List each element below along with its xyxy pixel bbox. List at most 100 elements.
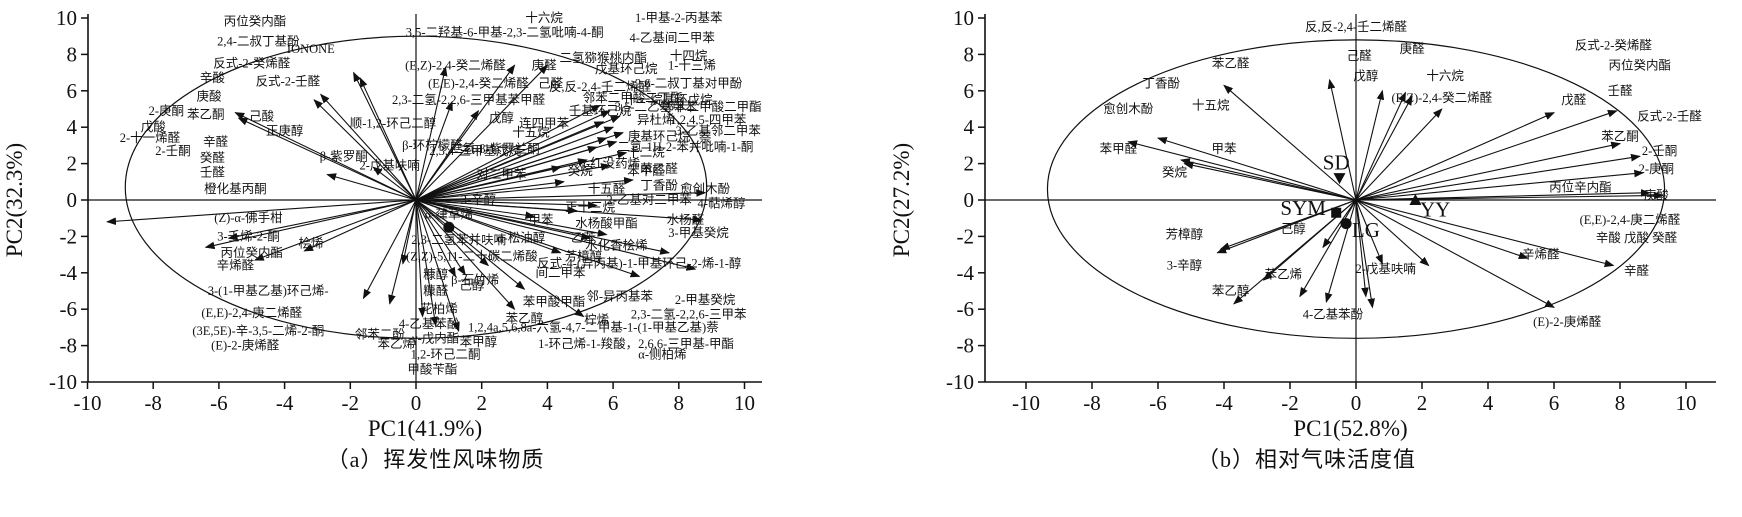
pca-figure: -10 -8 -6 -4 -2 0 2 4 6 8 10 -10 -8 -6 -4 -2 0 2 4 6 8 10 丙位癸内… (2, 6, 1716, 472)
loading-arrow (415, 199, 536, 219)
compound-label: 己酸 (249, 108, 275, 123)
loading-arrow (1355, 199, 1615, 268)
x-tick-label: -10 (74, 391, 102, 415)
y-tick-label: -2 (957, 224, 975, 248)
loading-arrow (1355, 112, 1556, 201)
compound-label: 邻苯二酚 (355, 328, 406, 342)
compound-label: 二氢-β-紫罗兰酮 (450, 141, 540, 156)
y-tick-label: 10 (56, 6, 77, 30)
loading-arrow (415, 121, 605, 201)
loading-arrow (415, 64, 516, 201)
compound-label: 丙位癸内酯 (1609, 57, 1672, 72)
loading-arrow (106, 199, 417, 226)
loading-arrow (415, 179, 565, 201)
compound-label: 十一烷基环戊烷 (625, 93, 713, 107)
y-tick-label: 2 (964, 152, 975, 176)
sample-marker-circle (443, 221, 455, 233)
compound-label: (Z,Z)-5,11-二十碳二烯酸 (406, 248, 538, 263)
compound-label: 庚醛 (532, 57, 558, 72)
compound-label: α-侧柏烯 (638, 347, 686, 362)
compound-label: 水杨酸甲酯 (575, 216, 638, 231)
loading-arrow (1355, 199, 1375, 309)
loading-arrow (1355, 95, 1413, 201)
loading-arrow (1299, 199, 1357, 298)
loading-arrow (415, 176, 634, 201)
y-tick-label: -8 (957, 334, 975, 358)
compound-label: 2-戊基呋喃 (1355, 261, 1415, 276)
y-tick-label: 2 (67, 152, 78, 176)
compound-label: 花柏烯 (420, 301, 458, 316)
loading-arrow (313, 99, 417, 201)
x-tick-label: 2 (476, 391, 487, 415)
y-tick-label: -6 (60, 297, 78, 321)
compound-label: 3-壬烯-2-酮 (217, 229, 280, 243)
compound-label: 乙苯 (571, 231, 597, 245)
compound-label: β-石竹烯 (451, 273, 499, 287)
compound-label: 己醇 (1281, 221, 1306, 236)
compound-label: 辛烯醛 (217, 258, 255, 273)
x-tick-label: -4 (1215, 391, 1233, 415)
confidence-ellipse (1046, 39, 1666, 339)
compound-label: 苯乙酮 (187, 107, 225, 121)
compound-label: 2-壬酮 (155, 144, 190, 158)
compound-label: 十五烷 (1192, 98, 1230, 112)
compound-label: LG (1352, 218, 1380, 242)
x-tick-label: 10 (1676, 391, 1697, 415)
compound-label: 庚基环己烷 (628, 128, 691, 143)
y-tick-label: 6 (964, 79, 975, 103)
y-tick-label: -8 (60, 334, 78, 358)
loading-arrow (415, 66, 448, 201)
loading-arrow (1355, 199, 1555, 308)
compound-label: 戊醇 (489, 110, 514, 125)
compound-label: 甲苯 (528, 213, 554, 227)
compound-label: 壬醛 (200, 165, 226, 180)
loading-arrow (415, 199, 426, 318)
compound-label: 戊醇 (1353, 68, 1378, 83)
compound-label: γ-戊内酯 (411, 331, 459, 345)
compound-label: 2-壬酮 (1642, 144, 1677, 158)
loading-arrow (415, 165, 562, 201)
compound-label: 2,3-二氢苯并呋喃 (411, 232, 506, 247)
compound-label: 己醛 (538, 76, 564, 91)
compound-label: 苯乙烯 (1265, 268, 1303, 282)
x-tick-label: -2 (1281, 391, 1299, 415)
y-tick-label: 4 (964, 115, 975, 139)
compound-label: 十四烷 (670, 49, 708, 63)
compound-label: 3,5-二羟基-6-甲基-2,3-二氢吡喃-4-酮 (406, 25, 604, 40)
compound-label: SYM (1280, 196, 1326, 220)
loading-arrow (400, 199, 417, 265)
compound-label: 苯乙醛 (1212, 56, 1250, 71)
y-tick-label: -6 (957, 297, 975, 321)
compound-label: 十五烷 (512, 126, 550, 140)
compound-label: 辛酸 戊酸 癸醛 (1596, 230, 1678, 245)
compound-label: 1-环己烯-1-羧酸，2,6,6-三甲基-甲酯 (538, 336, 734, 351)
compound-label: 苯甲醛 (1100, 141, 1138, 156)
compound-label: 4-乙基苯酚 (399, 317, 460, 331)
compound-label: 丙位癸内酯 (220, 245, 283, 260)
compound-label: 庚醛 (1400, 41, 1426, 56)
loading-arrow (326, 173, 417, 201)
y-tick-label: 8 (964, 42, 975, 66)
y-tick-label: -2 (60, 224, 78, 248)
loading-arrow (1322, 199, 1357, 249)
compound-label: 反式-2-壬醛 (1637, 108, 1702, 123)
x-axis-title: PC1(52.8%) (1293, 416, 1407, 441)
compound-label: SD (1323, 150, 1350, 174)
compound-label: 癸醛 (200, 150, 226, 165)
compound-label: 辛醛 (1624, 263, 1650, 278)
loading-arrow (1156, 137, 1357, 201)
compound-label: 反式-2-癸烯醛 (213, 56, 291, 71)
compound-label: 甲苯 (1211, 142, 1237, 156)
x-tick-label: 4 (542, 391, 553, 415)
compound-label: 2,4-二叔丁基酚 (217, 35, 300, 49)
panel-b-caption: （b）相对气味活度值 (1196, 447, 1416, 472)
sample-marker-triangle-up (1409, 194, 1422, 205)
compound-label: 二氢-1H-2-苯并吡喃-1-酮 (617, 139, 753, 154)
loading-arrow (415, 126, 615, 201)
compound-label: 芳樟醇 (565, 248, 603, 263)
compound-label: 糠醇 (423, 267, 448, 282)
y-axis-title: PC2(32.3%) (2, 143, 27, 257)
loading-arrow (303, 199, 417, 252)
loading-arrow (359, 77, 417, 201)
loading-arrow (1355, 91, 1406, 201)
